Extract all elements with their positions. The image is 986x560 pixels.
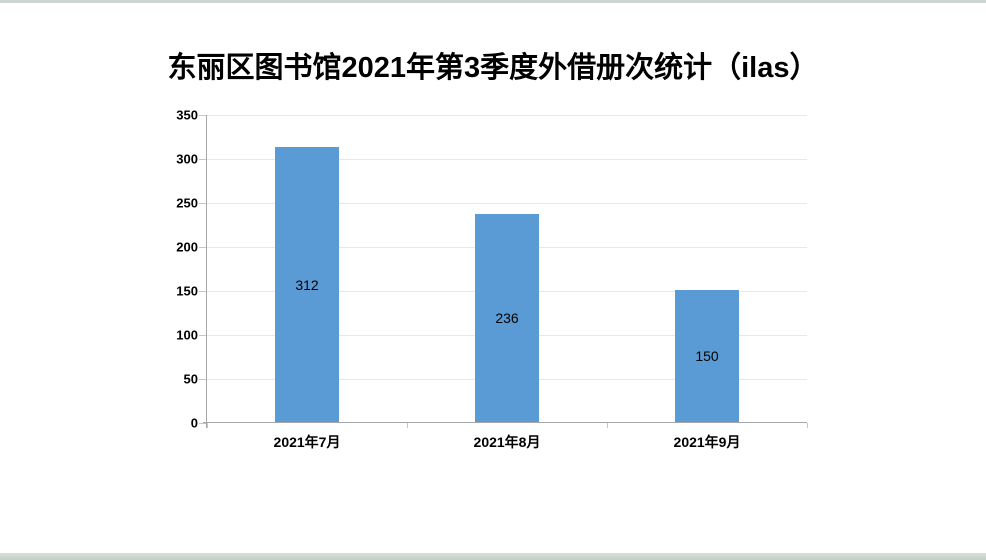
gridline-350 [207,115,807,116]
gridline-250 [207,203,807,204]
y-axis-label-150: 150 [176,283,198,299]
bottom-edge-strip [0,553,986,560]
x-tick-3 [807,423,808,428]
x-axis-label-2021年8月: 2021年8月 [473,434,541,450]
y-axis-label-100: 100 [176,327,198,343]
y-axis-label-300: 300 [176,151,198,167]
y-axis-label-350: 350 [176,107,198,123]
y-axis-line [206,115,207,428]
gridline-300 [207,159,807,160]
y-tick-150 [199,291,206,292]
top-edge-strip [0,0,986,3]
y-tick-100 [199,335,206,336]
x-tick-1 [407,423,408,428]
bar-2021年7月: 312 [275,147,339,422]
y-tick-50 [199,379,206,380]
x-axis-line [203,422,807,423]
y-tick-0 [199,423,206,424]
x-tick-2 [607,423,608,428]
x-axis-label-2021年7月: 2021年7月 [273,434,341,450]
bar-value-label: 236 [495,310,519,326]
bar-2021年9月: 150 [675,290,739,422]
bar-2021年8月: 236 [475,214,539,422]
y-axis-label-0: 0 [190,415,198,431]
bar-chart-plot-area: 0 50 100 150 200 250 300 350 312 236 150 2021年7月 2… [176,108,808,450]
x-tick-0 [207,423,208,428]
y-tick-350 [199,115,206,116]
y-tick-250 [199,203,206,204]
y-axis-label-50: 50 [183,371,198,387]
bar-value-label: 150 [695,348,719,364]
bar-value-label: 312 [295,276,319,293]
x-axis-label-2021年9月: 2021年9月 [673,434,741,450]
y-axis-label-200: 200 [176,239,198,255]
y-tick-200 [199,247,206,248]
y-tick-300 [199,159,206,160]
y-axis-label-250: 250 [176,195,198,211]
chart-title: 东丽区图书馆2021年第3季度外借册次统计（ilas） [167,52,819,84]
